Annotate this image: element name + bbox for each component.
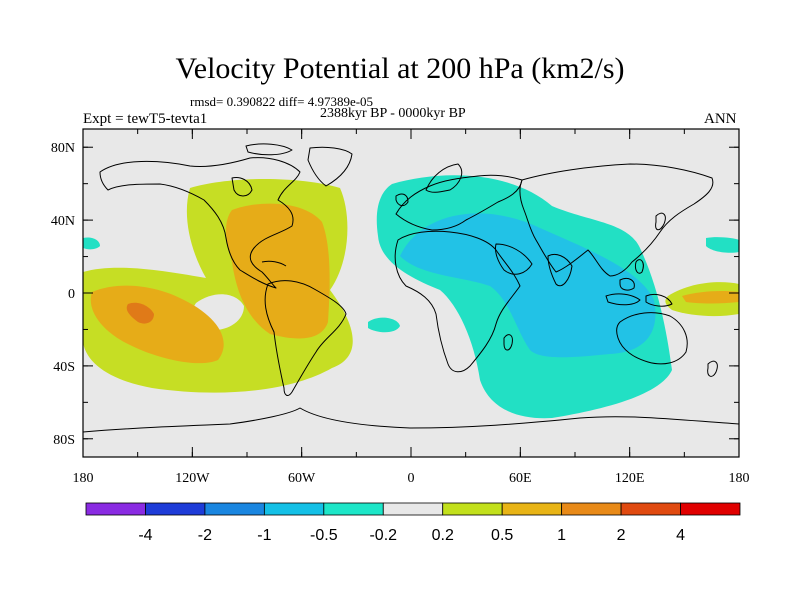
stats-label: rmsd= 0.390822 diff= 4.97389e-05 (190, 94, 374, 109)
negative-patch-west (83, 237, 100, 250)
negative-patch-east (706, 237, 739, 253)
colorbar-swatch (85, 502, 146, 516)
coastline-new-guinea (645, 293, 673, 307)
coastline-madagascar (503, 334, 513, 351)
colorbar-label: -2 (198, 527, 212, 544)
lat-tick-label: 80S (53, 433, 75, 448)
coastlines (83, 143, 739, 433)
coastline-arctic-islands (245, 143, 293, 156)
negative-patch-atlantic (368, 317, 400, 333)
colorbar-swatch (620, 502, 681, 516)
colorbar-label: 0.5 (491, 527, 513, 544)
coastline-australia (616, 312, 688, 365)
positive-core-pacific (90, 285, 224, 364)
coastline-india (547, 253, 573, 287)
lon-tick-label: 60W (288, 471, 316, 486)
coastline-indonesia (605, 293, 641, 306)
colorbar-swatch (501, 502, 563, 516)
coastline-caribbean (261, 260, 287, 267)
lat-tick-label: 80N (51, 141, 75, 156)
lat-tick-label: 0 (68, 287, 75, 302)
colorbar-swatch (145, 502, 206, 516)
colorbar-label: -4 (138, 527, 152, 544)
colorbar-label: -0.2 (369, 527, 397, 544)
positive-core-dateline (682, 291, 739, 304)
coastline-greenland (307, 146, 353, 187)
coastline-philippines (635, 259, 644, 274)
axis-ticks: 80N 40N 0 40S 80S 180 120W 60W 0 60E 120E 180 (51, 129, 750, 486)
lon-tick-label: 180 (73, 471, 94, 486)
map-field (83, 129, 739, 457)
coastline-asia (519, 163, 714, 277)
colorbar-label: 2 (617, 527, 626, 544)
coastline-borneo (619, 277, 635, 291)
coastline-new-zealand (707, 360, 718, 377)
colorbar-label: -1 (257, 527, 271, 544)
coastline-japan (655, 212, 666, 231)
colorbar-label: -0.5 (310, 527, 338, 544)
coastline-arabia (495, 243, 533, 275)
colorbar-swatch (382, 502, 444, 516)
colorbar: -4 -2 -1 -0.5 -0.2 0.2 0.5 1 2 4 (85, 502, 741, 544)
coastline-africa (394, 230, 521, 373)
lat-tick-label: 40N (51, 214, 75, 229)
lon-tick-label: 180 (729, 471, 750, 486)
colorbar-swatch (561, 502, 622, 516)
experiment-label: Expt = tewT5-tevta1 (83, 111, 208, 127)
period-label: 2388kyr BP - 0000kyr BP (320, 106, 466, 121)
colorbar-swatch (263, 502, 325, 516)
colorbar-label: 4 (676, 527, 685, 544)
colorbar-swatch (680, 502, 741, 516)
lat-tick-label: 40S (53, 360, 75, 375)
positive-max-pacific (126, 302, 154, 324)
lon-tick-label: 120E (615, 471, 645, 486)
negative-core-indian-ocean (400, 213, 656, 358)
coastline-hudson-bay (231, 177, 253, 197)
positive-core-americas (226, 203, 330, 339)
colorbar-label: 1 (557, 527, 566, 544)
lon-tick-label: 0 (408, 471, 415, 486)
colorbar-label: 0.2 (432, 527, 454, 544)
lon-tick-label: 120W (175, 471, 210, 486)
coastline-antarctica (83, 407, 739, 433)
season-label: ANN (704, 111, 737, 127)
lon-tick-label: 60E (509, 471, 532, 486)
coastline-europe (395, 174, 523, 231)
coastline-scandinavia (425, 163, 463, 193)
coastline-south-america (264, 280, 347, 396)
map-title: Velocity Potential at 200 hPa (km2/s) (175, 52, 625, 85)
colorbar-swatch (323, 502, 384, 516)
coastline-british-isles (395, 193, 409, 207)
coastline-north-america (99, 157, 301, 289)
colorbar-swatch (442, 502, 503, 516)
colorbar-swatch (204, 502, 265, 516)
